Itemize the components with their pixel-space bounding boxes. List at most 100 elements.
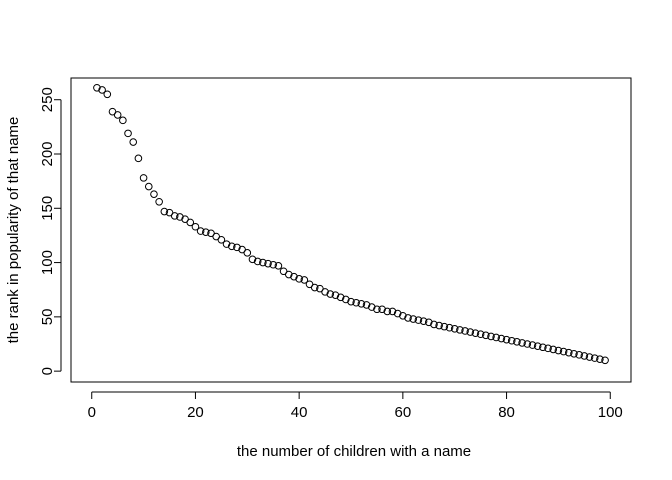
data-point [373, 305, 381, 314]
data-point [440, 322, 449, 331]
data-point [528, 341, 537, 349]
data-point [596, 355, 604, 364]
data-point [466, 328, 475, 336]
data-point [342, 295, 350, 304]
data-point [259, 258, 267, 267]
data-point [119, 116, 127, 125]
data-point [124, 129, 132, 138]
data-point [575, 351, 583, 359]
data-point [253, 257, 262, 266]
x-axis: 0 20 40 60 80 100 [88, 391, 623, 421]
y-tick-label: 100 [39, 250, 56, 275]
x-tick-label: 40 [291, 404, 308, 421]
y-tick-label: 50 [39, 309, 56, 326]
data-point [367, 303, 376, 311]
data-point [570, 349, 578, 358]
data-point [321, 288, 329, 296]
data-point [414, 316, 423, 324]
data-point [129, 138, 138, 146]
y-axis: 0 50 100 150 200 250 [39, 87, 62, 375]
data-point [513, 338, 521, 346]
data-point [274, 262, 283, 270]
data-point [290, 272, 298, 281]
data-point [590, 354, 599, 362]
y-axis-title: the rank in popularity of that name [5, 117, 22, 344]
y-tick-label: 200 [39, 141, 56, 166]
data-point [176, 213, 184, 221]
data-point [160, 207, 169, 216]
data-point [539, 343, 547, 352]
data-point [310, 283, 319, 292]
data-point [93, 83, 101, 92]
data-point [362, 301, 371, 309]
data-point [295, 275, 303, 283]
data-point [456, 326, 464, 334]
plot-frame [70, 77, 632, 383]
data-point [139, 174, 148, 182]
data-point [482, 331, 490, 340]
data-point [383, 307, 392, 316]
data-point [518, 339, 526, 347]
data-point [191, 222, 200, 231]
data-point [580, 352, 589, 360]
data-point [98, 86, 106, 94]
data-point [471, 329, 480, 337]
data-point [347, 297, 355, 306]
data-point [502, 335, 511, 344]
data-point [222, 240, 231, 248]
data-point [585, 353, 594, 361]
data-point [378, 305, 386, 314]
data-point [549, 345, 558, 354]
data-point [144, 182, 153, 191]
data-point [264, 259, 272, 268]
data-point [533, 342, 542, 350]
data-point [134, 154, 143, 163]
data-point [461, 327, 469, 335]
data-point [300, 276, 309, 284]
data-point [430, 320, 438, 329]
y-tick-label: 250 [39, 87, 56, 112]
data-points [93, 83, 609, 365]
data-point [186, 218, 195, 227]
data-point [336, 293, 345, 302]
data-point [445, 323, 454, 332]
data-point [497, 334, 506, 343]
data-point [326, 290, 335, 298]
data-point [388, 307, 397, 316]
data-point [331, 291, 340, 299]
data-point [450, 325, 459, 333]
data-point [217, 235, 226, 244]
data-point [601, 356, 609, 365]
data-point [269, 260, 278, 269]
y-tick-label: 150 [39, 196, 56, 221]
data-point [170, 212, 179, 220]
data-point [419, 317, 428, 326]
data-point [155, 197, 163, 206]
data-point [424, 318, 433, 327]
data-point [564, 348, 573, 357]
data-point [113, 111, 122, 119]
x-axis-title: the number of children with a name [237, 443, 471, 460]
x-tick-label: 100 [598, 404, 623, 421]
data-point [554, 346, 563, 355]
data-point [404, 314, 412, 322]
y-tick-label: 0 [39, 367, 56, 375]
data-point [523, 340, 532, 348]
data-point [492, 333, 500, 342]
data-point [233, 243, 241, 252]
data-point [399, 311, 407, 320]
data-point [196, 227, 205, 235]
data-point [243, 249, 252, 257]
data-point [559, 347, 568, 356]
data-point [248, 255, 257, 264]
data-point [227, 242, 236, 251]
data-point [103, 90, 112, 99]
data-point [435, 321, 443, 330]
data-point [352, 298, 360, 307]
data-point [202, 228, 210, 236]
data-point [487, 332, 495, 341]
data-point [357, 300, 366, 308]
data-point [150, 190, 158, 198]
x-tick-label: 80 [498, 404, 515, 421]
